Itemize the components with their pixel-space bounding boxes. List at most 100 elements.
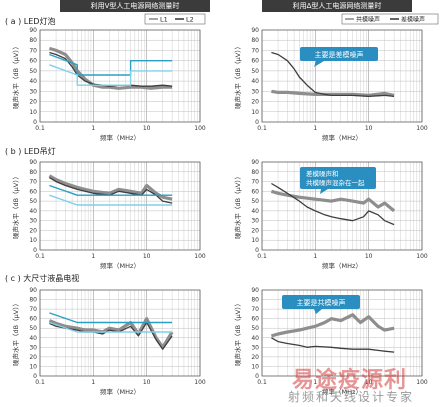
- y-tick-label: 10: [251, 363, 259, 370]
- y-tick-label: 0: [255, 247, 259, 254]
- y-tick-label: 60: [251, 316, 259, 323]
- y-tick-label: 20: [29, 227, 37, 234]
- legend-cm: 共模噪声: [356, 16, 380, 24]
- y-tick-label: 60: [251, 58, 259, 65]
- x-axis-label: 频率（MHz）: [322, 261, 362, 270]
- x-tick-label: 100: [194, 253, 206, 260]
- y-tick-label: 50: [251, 325, 259, 332]
- chart-c-left: 0 10 20 30 40 50 60 70 80 90 0.1 1 10 100 频率（MHz） 噪声水平（…: [11, 287, 206, 396]
- plot-frame: [39, 289, 201, 377]
- y-tick-label: 20: [251, 354, 259, 361]
- series-line-1: [49, 177, 173, 204]
- y-tick-label: 40: [29, 335, 37, 342]
- series-line-0: [48, 174, 173, 201]
- series-line-0: [270, 189, 396, 213]
- x-tick-label: 10: [365, 253, 373, 260]
- chart-b-left: 0 10 20 30 40 50 60 70 80 90 0.1 1 10 100 频率（MHz） 噪声水平（…: [11, 159, 206, 270]
- y-tick-label: 90: [251, 159, 259, 166]
- y-tick-label: 0: [33, 119, 37, 126]
- limit-line-3: [49, 194, 173, 206]
- y-tick-label: 0: [33, 247, 37, 254]
- x-tick-label: 1: [313, 125, 317, 132]
- y-tick-label: 70: [251, 179, 259, 186]
- left-legend: L1 L2: [144, 13, 206, 25]
- callout-b-text-2: 共模噪声混杂在一起: [306, 178, 365, 187]
- series-line-0: [270, 313, 395, 338]
- x-tick-label: 10: [143, 253, 151, 260]
- y-tick-label: 10: [29, 237, 37, 244]
- x-tick-label: 1: [313, 379, 317, 386]
- y-tick-label: 30: [29, 218, 37, 225]
- limit-line-3: [49, 64, 173, 86]
- x-tick-label: 0.1: [35, 379, 45, 386]
- plot-frame: [39, 29, 201, 123]
- y-tick-label: 30: [251, 88, 259, 95]
- x-tick-label: 100: [416, 253, 428, 260]
- x-tick-label: 10: [365, 125, 373, 132]
- x-tick-label: 100: [194, 125, 206, 132]
- series-line-1: [271, 51, 395, 98]
- y-axis-label: 噪声水平（dB（μV））: [11, 173, 20, 239]
- y-axis-label: 噪声水平（dB（μV））: [233, 173, 242, 239]
- y-tick-label: 20: [29, 354, 37, 361]
- x-axis-label: 频率（MHz）: [100, 387, 140, 396]
- y-axis-label: 噪声水平（dB（μV））: [11, 43, 20, 109]
- x-tick-label: 0.1: [35, 253, 45, 260]
- x-tick-label: 10: [143, 125, 151, 132]
- x-tick-label: 1: [91, 253, 95, 260]
- y-tick-label: 60: [251, 188, 259, 195]
- y-tick-label: 10: [29, 363, 37, 370]
- y-tick-label: 20: [251, 99, 259, 106]
- series-line-1: [271, 182, 395, 226]
- y-axis-label: 噪声水平（dB（μV））: [11, 300, 20, 366]
- plot-frame: [261, 29, 423, 123]
- series-line-1: [271, 337, 395, 353]
- plot-frame: [261, 289, 423, 377]
- y-tick-label: 90: [29, 27, 37, 34]
- x-tick-label: 1: [91, 379, 95, 386]
- x-tick-label: 0.1: [257, 253, 267, 260]
- y-tick-label: 20: [251, 227, 259, 234]
- y-tick-label: 80: [251, 297, 259, 304]
- y-tick-label: 70: [251, 47, 259, 54]
- x-tick-label: 0.1: [257, 379, 267, 386]
- x-axis-label: 频率（MHz）: [100, 133, 140, 142]
- y-tick-label: 30: [29, 344, 37, 351]
- y-tick-label: 40: [251, 208, 259, 215]
- row-label-c: ( c ) 大尺寸液晶电视: [5, 274, 80, 283]
- y-tick-label: 50: [29, 325, 37, 332]
- x-tick-label: 0.1: [35, 125, 45, 132]
- chart-b-right: 0 10 20 30 40 50 60 70 80 90 0.1 1 10 100 频率（MHz） 噪声水平（…: [233, 159, 428, 270]
- limit-line-2: [49, 312, 173, 324]
- legend-l1: L1: [160, 16, 168, 24]
- y-tick-label: 70: [29, 47, 37, 54]
- x-axis-label: 频率（MHz）: [100, 261, 140, 270]
- y-tick-label: 0: [33, 373, 37, 380]
- x-tick-label: 0.1: [257, 125, 267, 132]
- chart-a-left: 0 10 20 30 40 50 60 70 80 90 0.1 1 10 100 频率（MHz） 噪声水平（…: [11, 27, 206, 142]
- y-tick-label: 10: [251, 237, 259, 244]
- callout-a-right: 主要是差模噪声: [300, 47, 378, 67]
- y-tick-label: 60: [29, 58, 37, 65]
- left-column-header: 利用V型人工电源网络测量时: [60, 0, 210, 12]
- row-label-b: ( b ) LED吊灯: [5, 147, 56, 156]
- chart-a-right: 0 10 20 30 40 50 60 70 80 90 0.1 1 10 100 频率（MHz） 噪声水平（…: [233, 27, 428, 142]
- y-tick-label: 10: [29, 109, 37, 116]
- y-tick-label: 40: [29, 78, 37, 85]
- limit-line-3: [49, 321, 173, 333]
- callout-b-right: 差模噪声和 共模噪声混杂在一起: [300, 167, 376, 194]
- row-label-a: ( a ) LED灯泡: [5, 17, 56, 26]
- x-axis-label: 频率（MHz）: [322, 133, 362, 142]
- y-tick-label: 70: [29, 306, 37, 313]
- y-tick-label: 90: [29, 159, 37, 166]
- y-tick-label: 10: [251, 109, 259, 116]
- x-tick-label: 10: [143, 379, 151, 386]
- callout-c-right: 主要是共模噪声: [282, 295, 360, 314]
- y-tick-label: 90: [251, 287, 259, 294]
- series-line-0: [48, 46, 173, 90]
- callout-b-text-1: 差模噪声和: [306, 169, 339, 178]
- y-tick-label: 70: [251, 306, 259, 313]
- x-tick-label: 100: [416, 125, 428, 132]
- y-tick-label: 90: [29, 287, 37, 294]
- y-tick-label: 60: [29, 188, 37, 195]
